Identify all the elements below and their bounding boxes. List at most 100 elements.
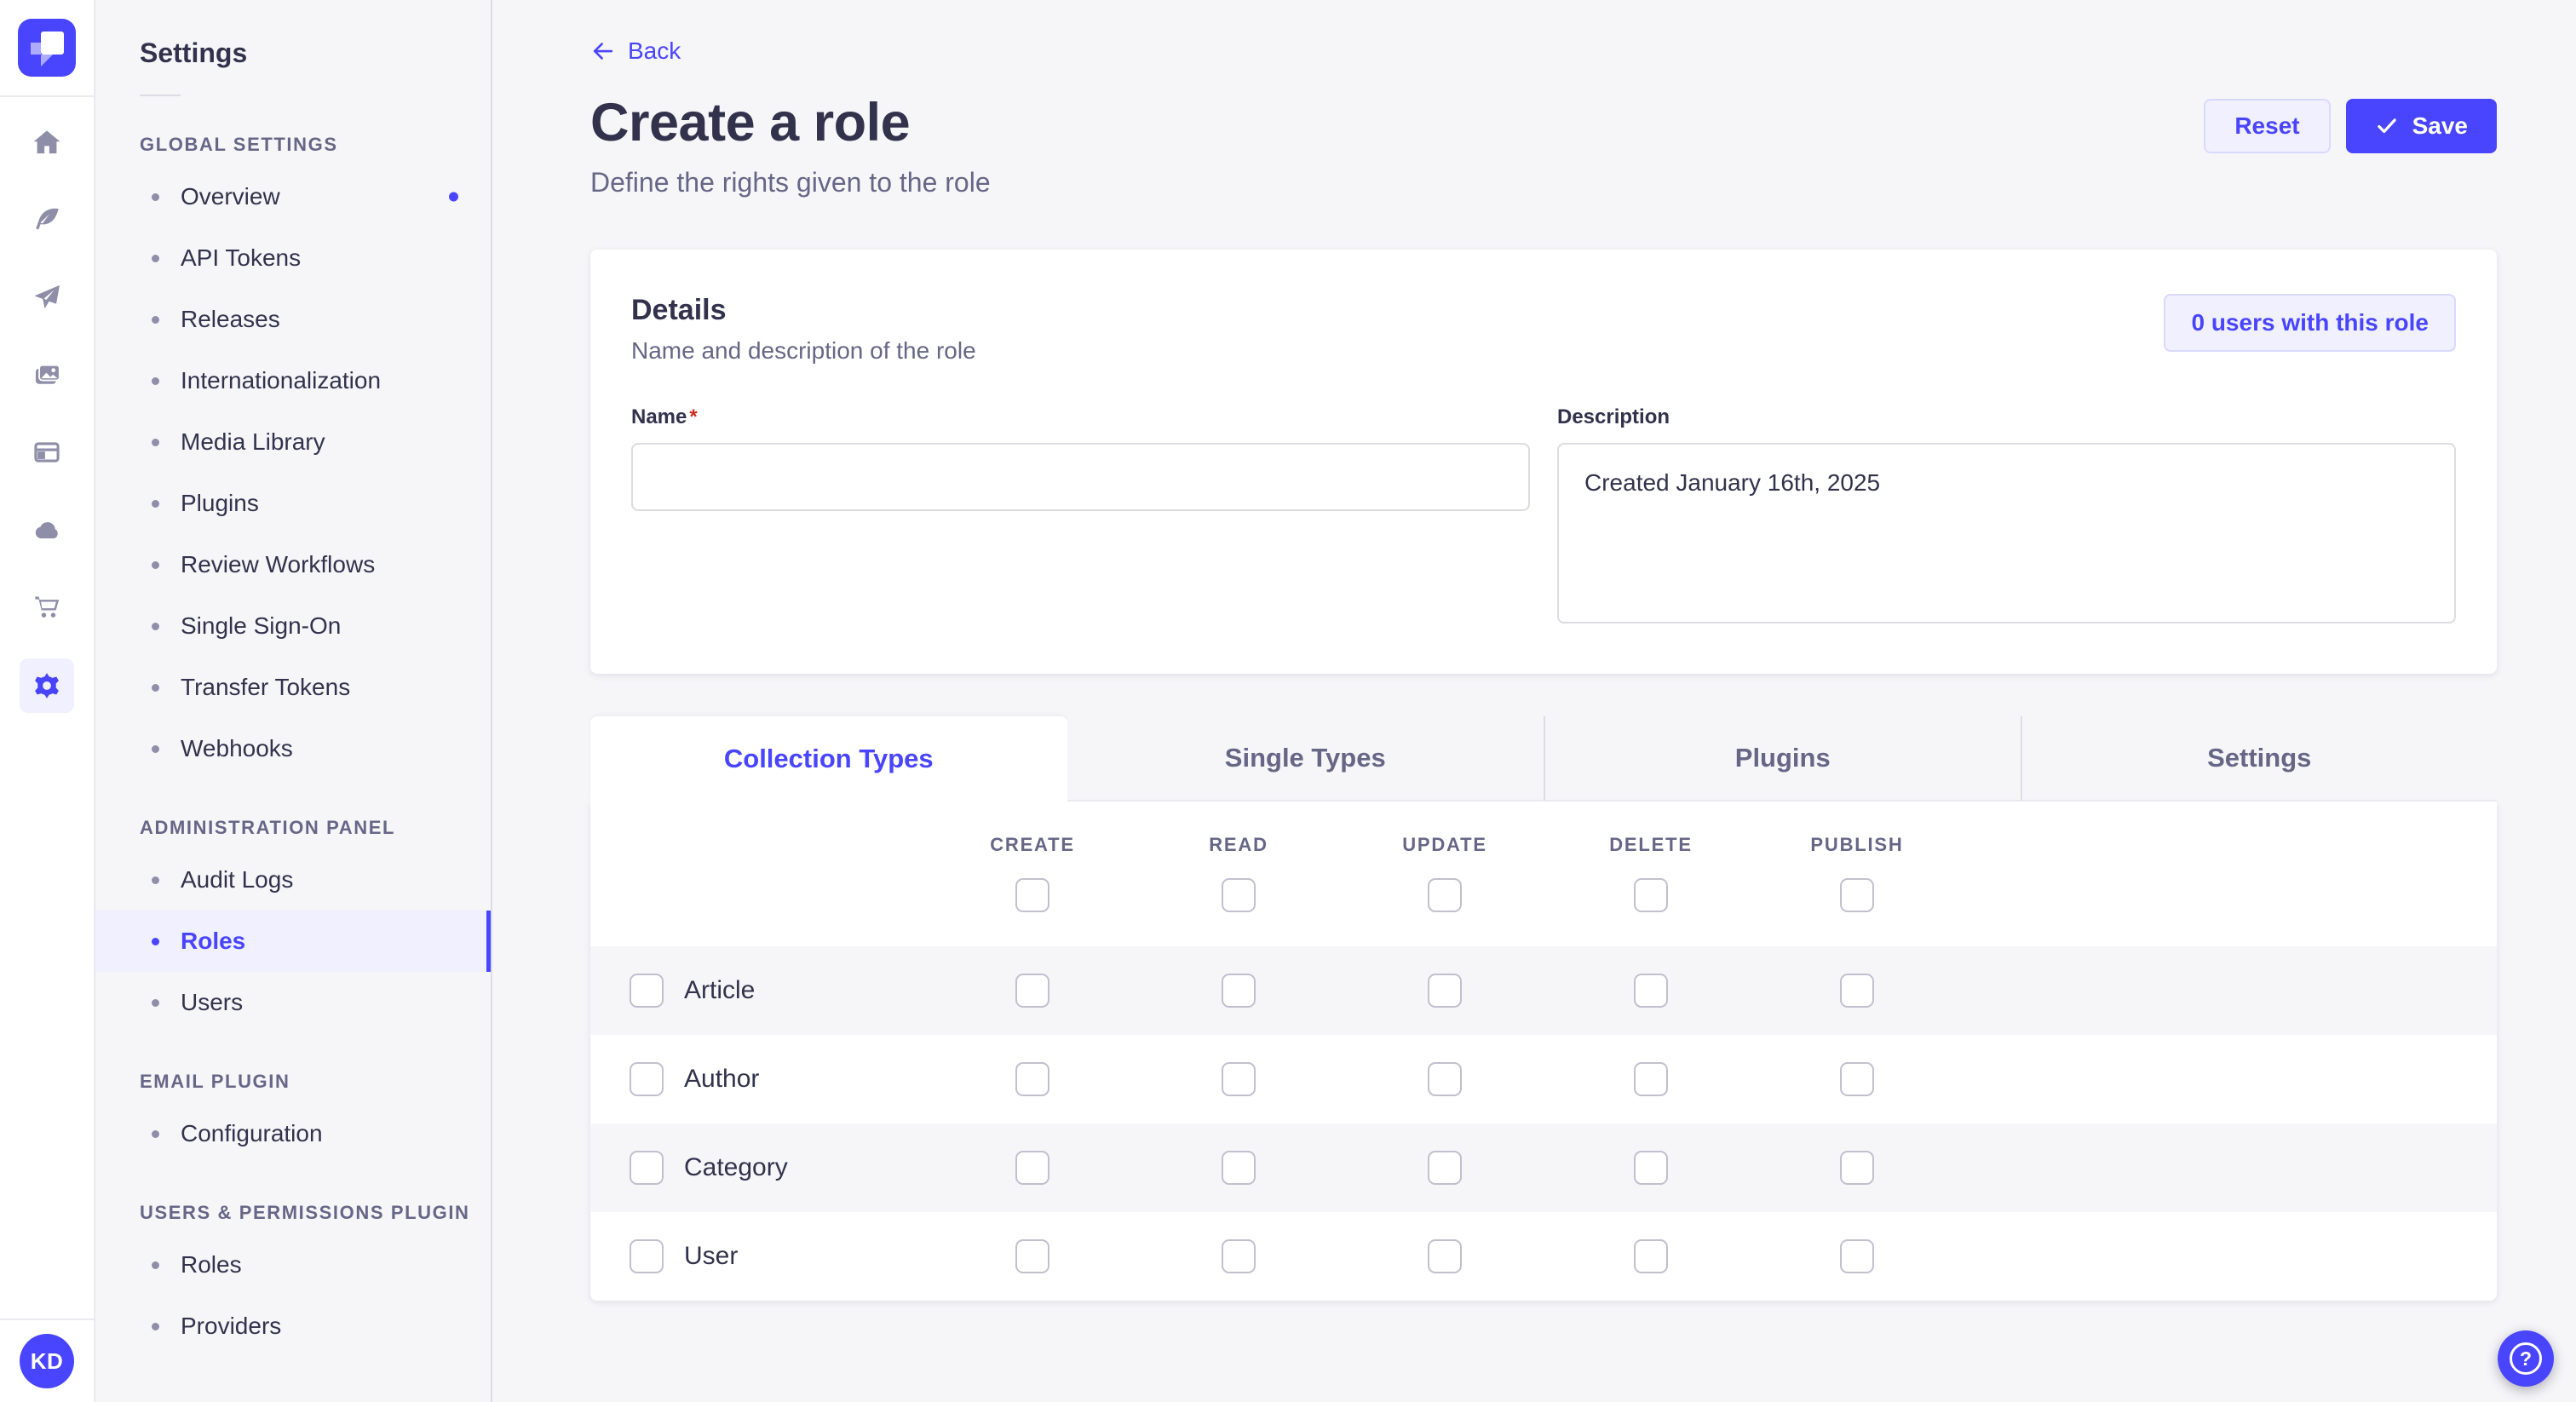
cloud-icon[interactable]	[31, 514, 63, 546]
sidebar-item-audit-logs[interactable]: Audit Logs	[95, 849, 491, 911]
sidebar-item-label: Providers	[181, 1313, 282, 1339]
section-header-administration-panel: ADMINISTRATION PANEL	[140, 817, 396, 838]
sidebar-item-overview[interactable]: Overview	[95, 166, 491, 227]
category-create-checkbox[interactable]	[1015, 1151, 1049, 1185]
help-button[interactable]: ?	[2498, 1330, 2554, 1387]
sidebar-item-releases[interactable]: Releases	[95, 289, 491, 350]
rail-settings-active[interactable]	[20, 658, 74, 713]
users-with-role-button[interactable]: 0 users with this role	[2164, 294, 2456, 352]
tab-single-types[interactable]: Single Types	[1067, 716, 1544, 802]
article-create-checkbox[interactable]	[1015, 974, 1049, 1008]
home-icon[interactable]	[31, 126, 63, 158]
user-update-checkbox[interactable]	[1428, 1239, 1462, 1273]
section-header-email-plugin: EMAIL PLUGIN	[140, 1071, 290, 1092]
bullet-icon	[152, 438, 159, 446]
sidebar-title-divider	[140, 95, 181, 96]
column-label: READ	[1209, 834, 1268, 855]
sidebar-item-internationalization[interactable]: Internationalization	[95, 350, 491, 411]
select-all-create-checkbox[interactable]	[1015, 878, 1049, 912]
author-read-checkbox[interactable]	[1222, 1062, 1256, 1096]
sidebar-item-up-roles[interactable]: Roles	[95, 1234, 491, 1296]
row-label: Author	[684, 1065, 760, 1093]
author-update-checkbox[interactable]	[1428, 1062, 1462, 1096]
author-create-checkbox[interactable]	[1015, 1062, 1049, 1096]
bullet-icon	[152, 683, 159, 692]
media-icon[interactable]	[31, 359, 63, 391]
article-read-checkbox[interactable]	[1222, 974, 1256, 1008]
article-publish-checkbox[interactable]	[1840, 974, 1874, 1008]
section-header-users-permissions: USERS & PERMISSIONS PLUGIN	[140, 1202, 470, 1223]
category-update-checkbox[interactable]	[1428, 1151, 1462, 1185]
sidebar-item-email-configuration[interactable]: Configuration	[95, 1103, 491, 1164]
table-row-article: Article	[590, 946, 2497, 1035]
details-title: Details	[631, 294, 727, 326]
cart-icon[interactable]	[31, 591, 63, 623]
permissions-panel: CREATE READ UPDATE DELETE	[590, 802, 2497, 1301]
icon-rail: KD	[0, 0, 95, 1402]
sidebar-item-admin-roles[interactable]: Roles	[95, 911, 491, 972]
author-publish-checkbox[interactable]	[1840, 1062, 1874, 1096]
select-all-update-checkbox[interactable]	[1428, 878, 1462, 912]
row-label: User	[684, 1242, 739, 1270]
category-publish-checkbox[interactable]	[1840, 1151, 1874, 1185]
reset-button[interactable]: Reset	[2204, 99, 2331, 153]
sidebar-item-label: Configuration	[181, 1120, 323, 1146]
sidebar-item-up-providers[interactable]: Providers	[95, 1296, 491, 1357]
name-field-group: Name *	[631, 405, 1530, 628]
user-delete-checkbox[interactable]	[1634, 1239, 1668, 1273]
bullet-icon	[152, 1129, 159, 1138]
page-title: Create a role	[590, 93, 911, 152]
article-update-checkbox[interactable]	[1428, 974, 1462, 1008]
row-category-checkbox[interactable]	[630, 1151, 664, 1185]
row-author-checkbox[interactable]	[630, 1062, 664, 1096]
feather-icon[interactable]	[31, 204, 63, 236]
author-delete-checkbox[interactable]	[1634, 1062, 1668, 1096]
notification-dot	[449, 192, 458, 202]
bullet-icon	[152, 937, 159, 945]
back-link[interactable]: Back	[590, 37, 681, 65]
tab-collection-types[interactable]: Collection Types	[590, 716, 1067, 802]
user-read-checkbox[interactable]	[1222, 1239, 1256, 1273]
check-icon	[2377, 118, 2396, 134]
user-create-checkbox[interactable]	[1015, 1239, 1049, 1273]
user-avatar[interactable]: KD	[20, 1334, 74, 1388]
bullet-icon	[152, 622, 159, 630]
section-users-permissions-plugin: USERS & PERMISSIONS PLUGIN Roles Provide…	[95, 1202, 491, 1357]
row-user-checkbox[interactable]	[630, 1239, 664, 1273]
bullet-icon	[152, 1261, 159, 1269]
name-label: Name *	[631, 405, 698, 428]
article-delete-checkbox[interactable]	[1634, 974, 1668, 1008]
row-article-checkbox[interactable]	[630, 974, 664, 1008]
layout-icon[interactable]	[31, 436, 63, 468]
select-all-read-checkbox[interactable]	[1222, 878, 1256, 912]
tab-plugins[interactable]: Plugins	[1544, 716, 2021, 802]
bullet-icon	[152, 254, 159, 262]
send-icon[interactable]	[31, 281, 63, 313]
sidebar-item-media-library[interactable]: Media Library	[95, 411, 491, 473]
sidebar-item-webhooks[interactable]: Webhooks	[95, 718, 491, 779]
category-read-checkbox[interactable]	[1222, 1151, 1256, 1185]
settings-sidebar: Settings GLOBAL SETTINGS Overview API To…	[95, 0, 492, 1402]
category-delete-checkbox[interactable]	[1634, 1151, 1668, 1185]
sidebar-item-single-sign-on[interactable]: Single Sign-On	[95, 595, 491, 657]
role-description-textarea[interactable]: Created January 16th, 2025	[1557, 443, 2456, 623]
sidebar-item-review-workflows[interactable]: Review Workflows	[95, 534, 491, 595]
table-row-user: User	[590, 1212, 2497, 1301]
strapi-logo-glyph	[31, 32, 64, 66]
sidebar-item-transfer-tokens[interactable]: Transfer Tokens	[95, 657, 491, 718]
sidebar-item-label: Internationalization	[181, 367, 382, 394]
table-row-category: Category	[590, 1123, 2497, 1212]
role-name-input[interactable]	[631, 443, 1530, 511]
select-all-delete-checkbox[interactable]	[1634, 878, 1668, 912]
sidebar-item-api-tokens[interactable]: API Tokens	[95, 227, 491, 289]
sidebar-item-admin-users[interactable]: Users	[95, 972, 491, 1033]
user-publish-checkbox[interactable]	[1840, 1239, 1874, 1273]
strapi-logo[interactable]	[18, 19, 76, 77]
sidebar-item-plugins[interactable]: Plugins	[95, 473, 491, 534]
save-button[interactable]: Save	[2345, 99, 2497, 153]
tab-settings[interactable]: Settings	[2020, 716, 2497, 802]
select-all-publish-checkbox[interactable]	[1840, 878, 1874, 912]
section-administration-panel: ADMINISTRATION PANEL Audit Logs Roles Us…	[95, 817, 491, 1033]
bullet-icon	[152, 499, 159, 508]
column-read: READ	[1136, 834, 1342, 912]
